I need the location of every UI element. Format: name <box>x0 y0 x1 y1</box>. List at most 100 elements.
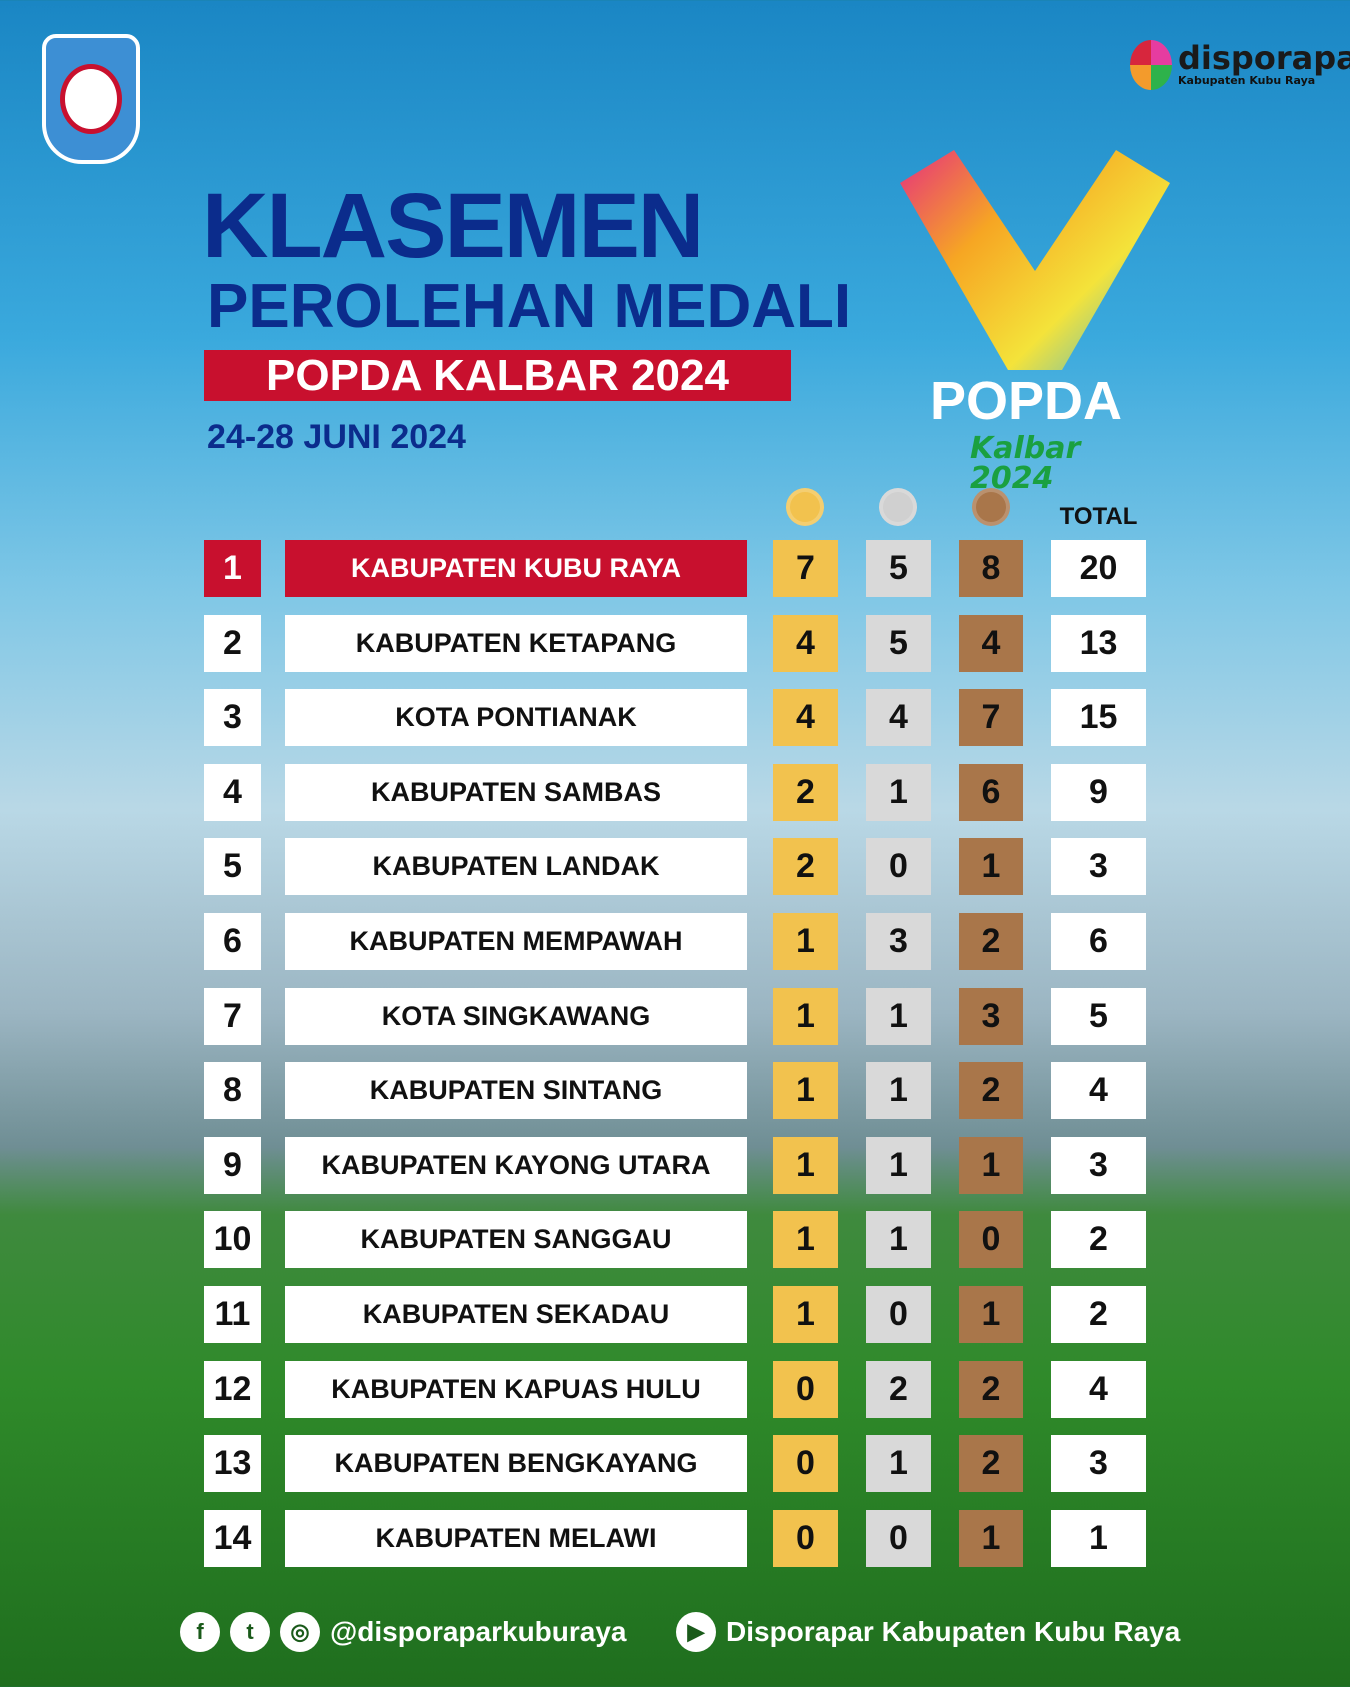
brand-sub: Kabupaten Kubu Raya <box>1178 73 1316 87</box>
gold-cell: 4 <box>773 689 838 747</box>
name-cell: KABUPATEN LANDAK <box>285 838 747 896</box>
table-row: 11 KABUPATEN SEKADAU 1 0 1 2 <box>0 1286 1350 1343</box>
total-cell: 3 <box>1051 1136 1146 1194</box>
total-cell: 2 <box>1051 1286 1146 1343</box>
gold-cell: 4 <box>773 614 838 672</box>
bronze-cell: 2 <box>959 913 1023 970</box>
youtube-link: ▶ Disporapar Kabupaten Kubu Raya <box>676 1612 1180 1652</box>
bronze-cell: 1 <box>959 1509 1023 1567</box>
bronze-cell: 0 <box>959 1211 1023 1269</box>
rank-cell: 2 <box>204 614 261 672</box>
table-row: 12 KABUPATEN KAPUAS HULU 0 2 2 4 <box>0 1360 1350 1418</box>
event-banner: POPDA KALBAR 2024 <box>204 350 791 401</box>
rank-cell: 8 <box>204 1062 261 1120</box>
table-row: 5 KABUPATEN LANDAK 2 0 1 3 <box>0 838 1350 896</box>
table-row: 3 KOTA PONTIANAK 4 4 7 15 <box>0 689 1350 747</box>
facebook-icon[interactable]: f <box>180 1612 220 1652</box>
total-cell: 13 <box>1051 614 1146 672</box>
rank-cell: 7 <box>204 987 261 1045</box>
gold-cell: 1 <box>773 1211 838 1269</box>
rank-cell: 1 <box>204 540 261 597</box>
name-cell: KABUPATEN MELAWI <box>285 1509 747 1567</box>
silver-cell: 0 <box>866 1509 931 1567</box>
total-header: TOTAL <box>1059 503 1138 530</box>
rank-cell: 9 <box>204 1136 261 1194</box>
rank-cell: 13 <box>204 1435 261 1493</box>
total-cell: 6 <box>1051 913 1146 970</box>
social-links: f t ◎ @disporaparkuburaya <box>180 1612 627 1652</box>
gold-cell: 1 <box>773 1286 838 1343</box>
disporapar-logo-icon <box>1130 40 1172 90</box>
name-cell: KABUPATEN KETAPANG <box>285 614 747 672</box>
silver-cell: 1 <box>866 1136 931 1194</box>
bronze-cell: 8 <box>959 540 1023 597</box>
bronze-cell: 2 <box>959 1435 1023 1493</box>
name-cell: KABUPATEN MEMPAWAH <box>285 913 747 970</box>
table-row: 10 KABUPATEN SANGGAU 1 1 0 2 <box>0 1211 1350 1269</box>
bronze-cell: 1 <box>959 838 1023 896</box>
rank-cell: 5 <box>204 838 261 896</box>
bronze-cell: 1 <box>959 1136 1023 1194</box>
name-cell: KABUPATEN BENGKAYANG <box>285 1435 747 1493</box>
gold-cell: 1 <box>773 913 838 970</box>
bronze-cell: 2 <box>959 1062 1023 1120</box>
silver-cell: 5 <box>866 614 931 672</box>
rank-cell: 12 <box>204 1360 261 1418</box>
silver-cell: 3 <box>866 913 931 970</box>
gold-cell: 0 <box>773 1360 838 1418</box>
silver-cell: 1 <box>866 1435 931 1493</box>
silver-cell: 5 <box>866 540 931 597</box>
gold-cell: 0 <box>773 1509 838 1567</box>
table-row: 2 KABUPATEN KETAPANG 4 5 4 13 <box>0 614 1350 672</box>
gold-cell: 2 <box>773 838 838 896</box>
instagram-icon[interactable]: ◎ <box>280 1612 320 1652</box>
silver-cell: 0 <box>866 838 931 896</box>
name-cell: KABUPATEN KAYONG UTARA <box>285 1136 747 1194</box>
name-cell: KABUPATEN KAPUAS HULU <box>285 1360 747 1418</box>
silver-cell: 4 <box>866 689 931 747</box>
kubu-raya-crest-logo <box>42 34 140 164</box>
name-cell: KABUPATEN SAMBAS <box>285 763 747 821</box>
total-cell: 15 <box>1051 689 1146 747</box>
total-cell: 3 <box>1051 1435 1146 1493</box>
silver-cell: 0 <box>866 1286 931 1343</box>
popda-logo-title: POPDA <box>930 371 1123 431</box>
rank-cell: 14 <box>204 1509 261 1567</box>
name-cell: KABUPATEN KUBU RAYA <box>285 540 747 597</box>
rank-cell: 11 <box>204 1286 261 1343</box>
name-cell: KOTA SINGKAWANG <box>285 987 747 1045</box>
disporapar-logo: disporapar Kabupaten Kubu Raya <box>1130 40 1350 90</box>
youtube-icon[interactable]: ▶ <box>676 1612 716 1652</box>
table-row: 4 KABUPATEN SAMBAS 2 1 6 9 <box>0 763 1350 821</box>
total-cell: 2 <box>1051 1211 1146 1269</box>
bronze-cell: 2 <box>959 1360 1023 1418</box>
name-cell: KABUPATEN SANGGAU <box>285 1211 747 1269</box>
gold-cell: 1 <box>773 1136 838 1194</box>
name-cell: KOTA PONTIANAK <box>285 689 747 747</box>
bronze-medal-icon <box>971 488 1011 536</box>
total-cell: 1 <box>1051 1509 1146 1567</box>
rank-cell: 3 <box>204 689 261 747</box>
total-cell: 9 <box>1051 763 1146 821</box>
silver-cell: 1 <box>866 987 931 1045</box>
gold-medal-icon <box>785 488 825 536</box>
rank-cell: 4 <box>204 763 261 821</box>
table-row: 9 KABUPATEN KAYONG UTARA 1 1 1 3 <box>0 1136 1350 1194</box>
total-cell: 4 <box>1051 1062 1146 1120</box>
total-cell: 20 <box>1051 540 1146 597</box>
gold-cell: 7 <box>773 540 838 597</box>
table-row: 6 KABUPATEN MEMPAWAH 1 3 2 6 <box>0 913 1350 970</box>
brand-name: disporapar <box>1178 38 1350 77</box>
bronze-cell: 6 <box>959 763 1023 821</box>
table-row: 14 KABUPATEN MELAWI 0 0 1 1 <box>0 1509 1350 1567</box>
gold-cell: 1 <box>773 1062 838 1120</box>
silver-medal-icon <box>878 488 918 536</box>
silver-cell: 2 <box>866 1360 931 1418</box>
twitter-icon[interactable]: t <box>230 1612 270 1652</box>
gold-cell: 2 <box>773 763 838 821</box>
table-row: 13 KABUPATEN BENGKAYANG 0 1 2 3 <box>0 1435 1350 1493</box>
name-cell: KABUPATEN SINTANG <box>285 1062 747 1120</box>
bronze-cell: 4 <box>959 614 1023 672</box>
total-cell: 5 <box>1051 987 1146 1045</box>
page-title: KLASEMEN <box>202 175 704 277</box>
